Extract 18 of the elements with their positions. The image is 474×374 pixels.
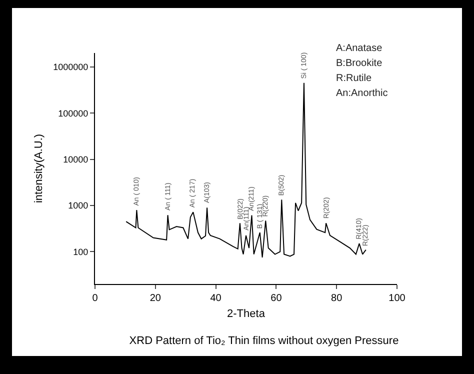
x-tick-label: 20 (150, 293, 162, 304)
y-tick-label: 1000000 (53, 62, 88, 72)
annotation: An:Anorthic (336, 88, 388, 99)
x-tick-label: 80 (331, 293, 343, 304)
annotation: R:Rutile (336, 73, 372, 84)
y-tick-label: 100 (73, 246, 88, 257)
y-tick-label: 100000 (58, 108, 88, 118)
text: XRD Pattern of Tio₂ Thin films without oxygen Pressure (129, 334, 399, 347)
x-tick-label: 100 (388, 293, 406, 304)
x-tick-label: 40 (210, 293, 222, 304)
x-axis-title: 2-Theta (227, 308, 266, 320)
annotation: A:Anatase (336, 43, 383, 54)
y-tick-label: 1000 (68, 200, 88, 211)
y-tick-label: 10000 (63, 154, 88, 164)
y-axis-title: intensity(A.U.) (32, 134, 45, 204)
x-tick-label: 60 (270, 293, 282, 304)
x-tick-label: 0 (92, 293, 98, 304)
annotation: B:Brookite (336, 58, 383, 69)
